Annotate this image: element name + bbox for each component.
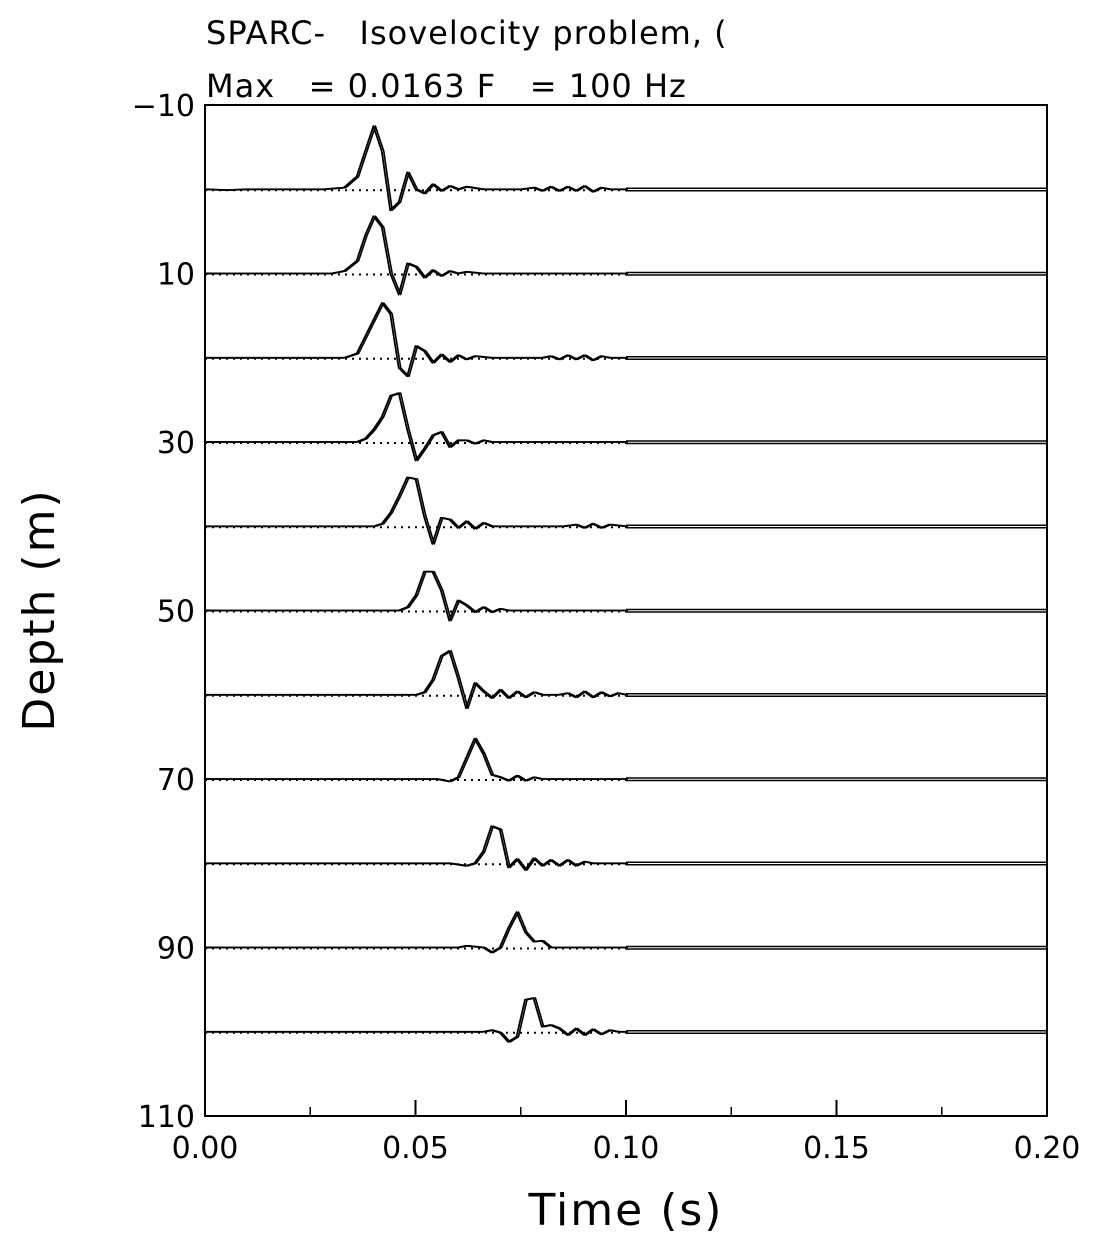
x-axis-label: Time (s) bbox=[528, 1185, 724, 1236]
trace-waveform-echo bbox=[207, 302, 628, 378]
trace-waveform-echo bbox=[207, 997, 628, 1043]
trace-6 bbox=[205, 650, 1047, 710]
trace-waveform bbox=[205, 737, 626, 783]
y-tick-label: 90 bbox=[157, 932, 195, 967]
x-tick-label: 0.20 bbox=[1014, 1131, 1081, 1166]
trace-5 bbox=[205, 570, 1047, 622]
trace-10 bbox=[205, 997, 1047, 1043]
trace-4 bbox=[205, 476, 1047, 545]
trace-9 bbox=[205, 911, 1047, 954]
traces-layer bbox=[204, 125, 1047, 1043]
trace-waveform bbox=[205, 570, 626, 622]
trace-waveform-echo bbox=[207, 650, 629, 710]
y-tick-label: 110 bbox=[138, 1100, 195, 1135]
trace-waveform bbox=[204, 125, 626, 212]
x-tick-label: 0.00 bbox=[172, 1131, 239, 1166]
trace-8 bbox=[205, 825, 1047, 871]
plot-frame bbox=[204, 104, 1048, 1117]
trace-waveform bbox=[205, 476, 627, 545]
x-tick-label: 0.10 bbox=[593, 1131, 660, 1166]
y-tick-label: 30 bbox=[157, 426, 195, 461]
chart-title-line2: Max = 0.0163 F = 100 Hz bbox=[206, 67, 687, 105]
x-tick-label: 0.05 bbox=[382, 1131, 449, 1166]
trace-1 bbox=[205, 215, 1047, 296]
trace-waveform-echo bbox=[207, 476, 629, 545]
trace-waveform-echo bbox=[207, 570, 628, 622]
trace-waveform bbox=[205, 997, 626, 1043]
ticks-layer: 0.00 0.05 0.10 0.15 0.20 −10 10 30 50 70 90 110 bbox=[132, 89, 1081, 1166]
y-tick-label: −10 bbox=[132, 89, 195, 124]
trace-waveform bbox=[205, 302, 626, 378]
trace-waveform-echo bbox=[207, 215, 628, 296]
y-tick-label: 70 bbox=[157, 763, 195, 798]
trace-7 bbox=[205, 737, 1047, 783]
trace-waveform-echo bbox=[207, 911, 628, 954]
trace-3 bbox=[205, 392, 1047, 462]
trace-waveform bbox=[205, 650, 627, 710]
chart-title-line1: SPARC- Isovelocity problem, ( bbox=[206, 14, 728, 52]
trace-0 bbox=[204, 125, 1047, 212]
trace-waveform-echo bbox=[207, 825, 628, 871]
y-tick-label: 10 bbox=[157, 258, 195, 293]
trace-2 bbox=[205, 302, 1047, 378]
y-axis-label: Depth (m) bbox=[14, 488, 65, 731]
y-tick-label: 50 bbox=[157, 595, 195, 630]
x-tick-label: 0.15 bbox=[803, 1131, 870, 1166]
trace-waveform bbox=[205, 911, 626, 954]
trace-waveform bbox=[205, 215, 626, 296]
trace-waveform-echo bbox=[207, 392, 628, 462]
trace-waveform-echo bbox=[207, 737, 628, 783]
trace-waveform-echo bbox=[206, 125, 628, 212]
